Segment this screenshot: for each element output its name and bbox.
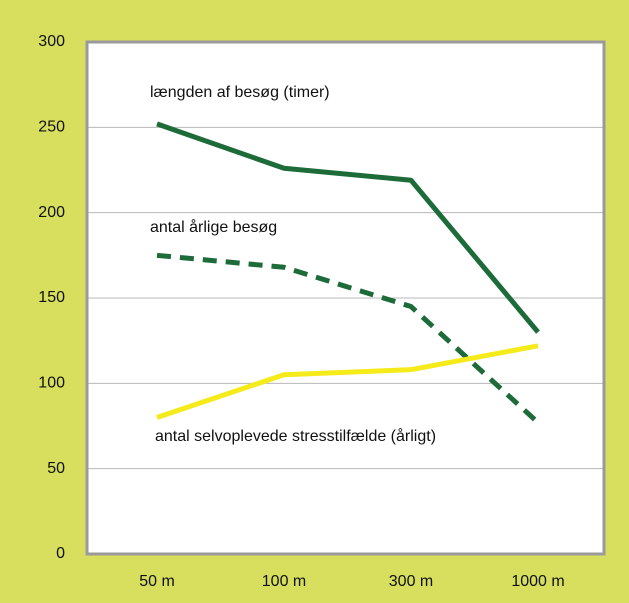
y-tick-label: 100 <box>38 375 65 392</box>
series-line <box>156 343 539 420</box>
y-tick-label: 0 <box>56 545 65 562</box>
x-tick-label: 100 m <box>262 573 306 590</box>
series-line <box>156 252 540 425</box>
series-line <box>156 121 540 334</box>
y-tick-label: 50 <box>47 460 65 477</box>
x-tick-label: 50 m <box>139 573 175 590</box>
y-tick-label: 300 <box>38 33 65 50</box>
x-tick-label: 1000 m <box>511 573 564 590</box>
series-label: antal selvoplevede stresstilfælde (årlig… <box>155 427 436 445</box>
y-tick-label: 150 <box>38 289 65 306</box>
x-tick-label: 300 m <box>389 573 433 590</box>
y-tick-label: 250 <box>38 119 65 136</box>
series-label: længden af besøg (timer) <box>150 84 330 101</box>
y-tick-label: 200 <box>38 204 65 221</box>
plot-border <box>85 40 606 556</box>
series-label: antal årlige besøg <box>150 218 277 236</box>
